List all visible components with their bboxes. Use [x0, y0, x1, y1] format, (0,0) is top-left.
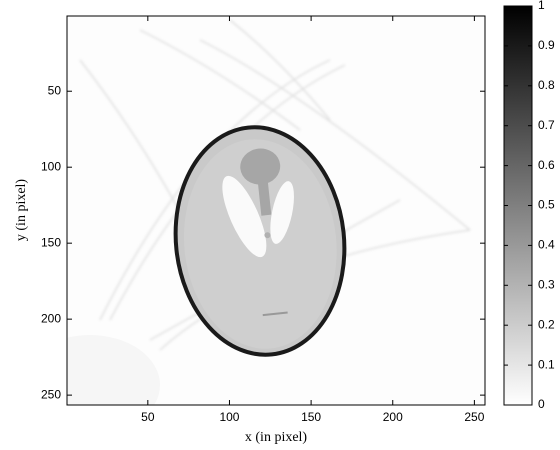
colorbar-tick-label: 0.4: [538, 238, 555, 252]
colorbar-tick-label: 0.3: [538, 277, 555, 291]
colorbar-tick-label: 0: [538, 397, 545, 411]
y-axis-label: y (in pixel): [14, 179, 29, 242]
y-tick-label: 150: [41, 235, 61, 249]
colorbar-tick-label: 0.7: [538, 118, 555, 132]
x-tick-label: 200: [383, 410, 403, 424]
y-tick-label: 50: [48, 83, 62, 97]
colorbar-tick-label: 0.9: [538, 38, 555, 52]
colorbar-tick-label: 0.8: [538, 78, 555, 92]
colorbar-tick-label: 0.2: [538, 317, 555, 331]
x-tick-label: 50: [141, 410, 155, 424]
colorbar-tick-label: 1: [538, 0, 545, 12]
colorbar-tick-label: 0.6: [538, 158, 555, 172]
plot-frame: [66, 15, 486, 406]
x-tick-label: 150: [301, 410, 321, 424]
colorbar-tick-label: 0.5: [538, 198, 555, 212]
image: [67, 16, 485, 405]
colorbar: [503, 5, 533, 406]
y-tick-label: 100: [41, 159, 61, 173]
y-tick-label: 200: [41, 311, 61, 325]
x-tick-label: 100: [219, 410, 239, 424]
x-axis-label: x (in pixel): [245, 430, 308, 445]
x-tick-label: 250: [464, 410, 484, 424]
y-tick-label: 250: [41, 387, 61, 401]
colorbar-tick-label: 0.1: [538, 357, 555, 371]
